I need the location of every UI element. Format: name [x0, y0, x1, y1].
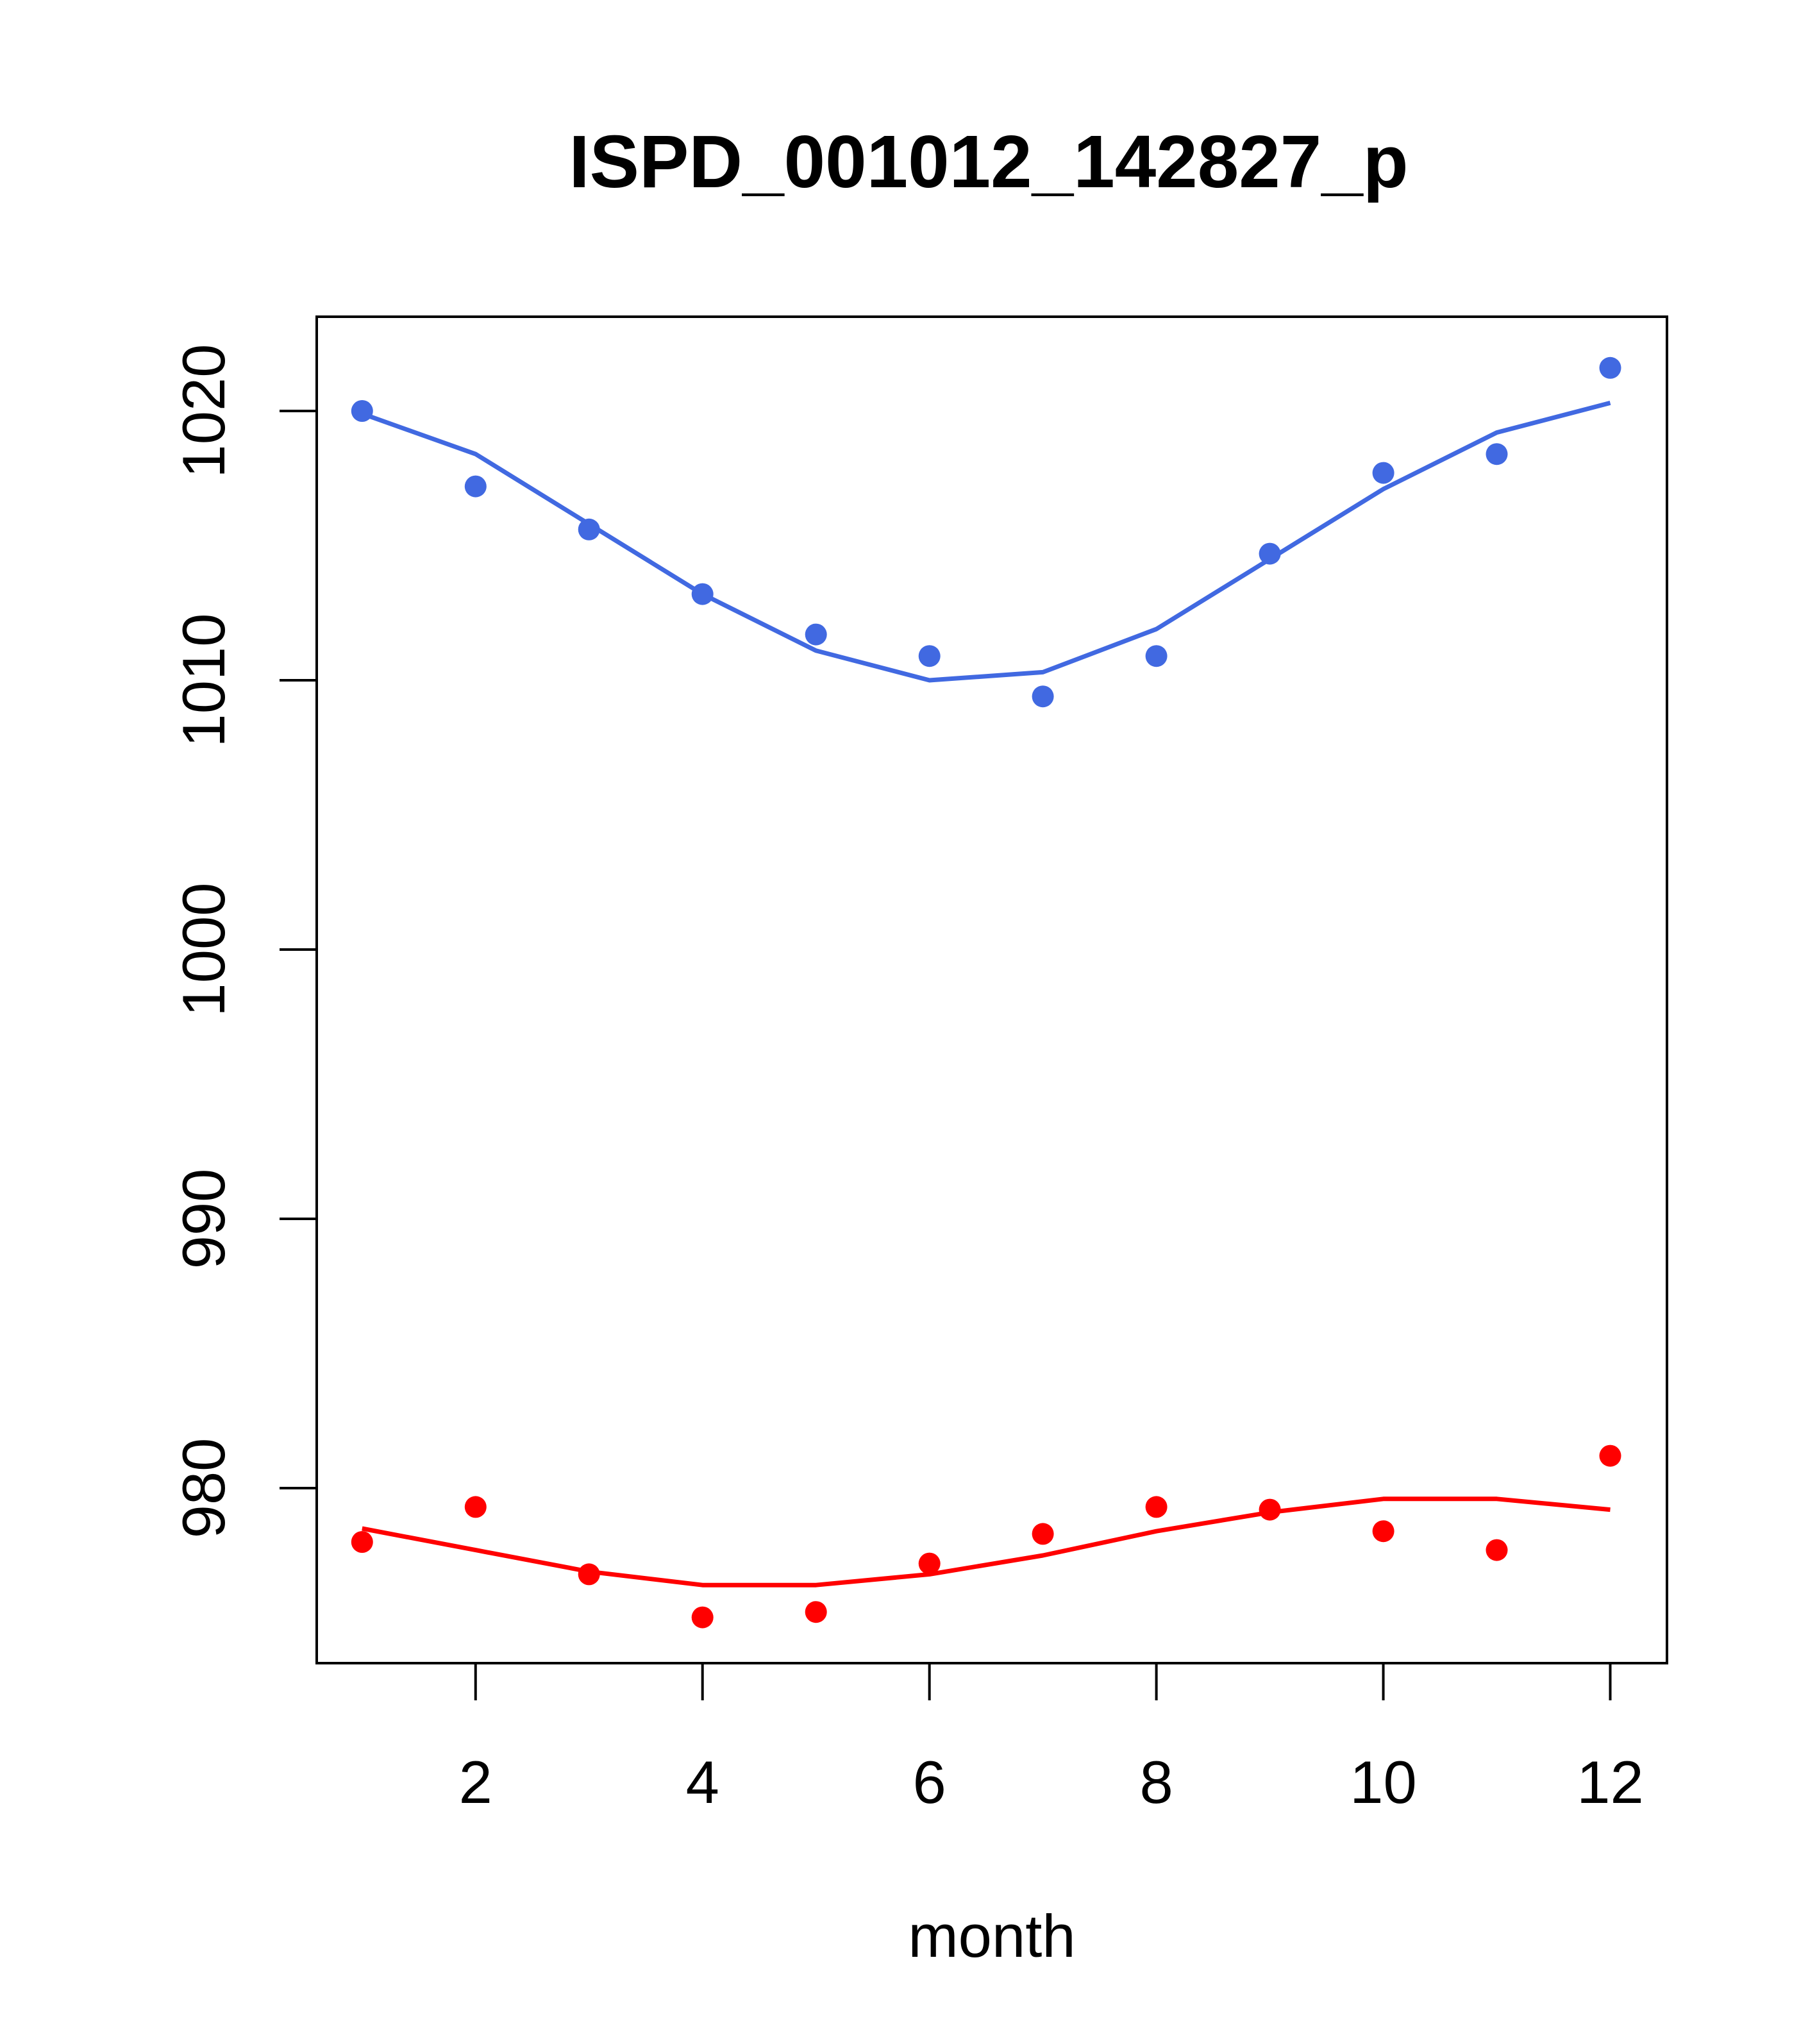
- y-tick-label: 980: [170, 1438, 237, 1539]
- x-tick-label: 2: [459, 1748, 492, 1816]
- series-0-point: [805, 623, 827, 646]
- y-tick-label: 1000: [170, 882, 237, 1016]
- series-0-point: [464, 475, 487, 498]
- series-0-point: [351, 400, 373, 422]
- series-0-point: [918, 645, 941, 667]
- series-1-line: [362, 1496, 1611, 1587]
- series-0-point: [691, 583, 714, 605]
- x-axis-label: month: [908, 1902, 1075, 1970]
- series-0-point: [1486, 443, 1508, 465]
- series-0-point: [1372, 462, 1394, 484]
- series-0-point: [1032, 685, 1054, 708]
- series-1-point: [578, 1563, 600, 1586]
- series-1-point: [1599, 1445, 1621, 1467]
- series-1-point: [1145, 1496, 1168, 1518]
- y-tick-label: 1010: [170, 613, 237, 747]
- series-1-point: [1259, 1498, 1281, 1521]
- series-1-point: [805, 1601, 827, 1623]
- series-0-point: [578, 518, 600, 540]
- series-1-point: [464, 1496, 487, 1518]
- plot-frame: [315, 315, 1668, 1664]
- series-1-point: [351, 1531, 373, 1553]
- x-tick-label: 8: [1139, 1748, 1173, 1816]
- series-1-point: [918, 1552, 941, 1575]
- axes: 2 4 6 8 10 12 980 990 1000 1010 1020: [170, 344, 1644, 1816]
- y-tick-label: 990: [170, 1169, 237, 1269]
- plot-marks: [351, 356, 1621, 1629]
- series-1-point: [691, 1606, 714, 1629]
- series-1-point: [1372, 1520, 1394, 1543]
- y-tick-label: 1020: [170, 344, 237, 478]
- series-0-point: [1599, 356, 1621, 379]
- series-1-point: [1032, 1523, 1054, 1545]
- chart-title: ISPD_001012_142827_p: [569, 120, 1408, 203]
- x-tick-label: 12: [1577, 1748, 1644, 1816]
- series-0-point: [1259, 542, 1281, 565]
- series-0-point: [1145, 645, 1168, 667]
- x-tick-label: 4: [686, 1748, 719, 1816]
- series-0-line: [361, 401, 1611, 683]
- x-tick-label: 6: [913, 1748, 946, 1816]
- series-1-point: [1486, 1539, 1508, 1561]
- x-tick-label: 10: [1350, 1748, 1417, 1816]
